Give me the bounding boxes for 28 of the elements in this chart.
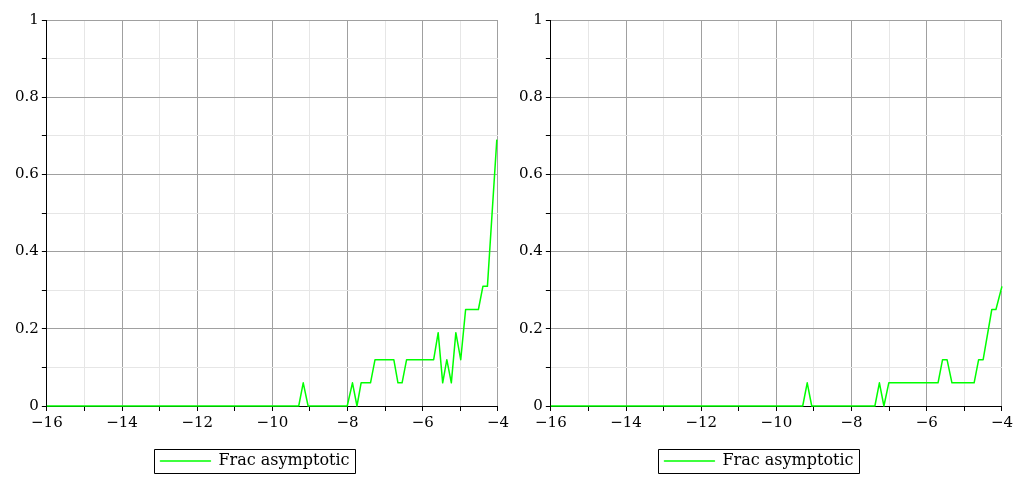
y-tick-label: 1 [29, 9, 39, 28]
x-tick-label: −14 [106, 412, 138, 431]
y-tick-label: 0.2 [15, 318, 39, 337]
x-tick-label: −14 [610, 412, 642, 431]
x-tick-label: −4 [486, 412, 510, 431]
y-tick-label: 0.2 [519, 318, 543, 337]
x-tick-label: −10 [760, 412, 793, 431]
y-tick-label: 0 [533, 395, 543, 414]
y-tick-label: 1 [533, 9, 543, 28]
x-tick-label: −4 [990, 412, 1014, 431]
y-tick-label: 0.6 [519, 164, 543, 183]
y-tick-label: 0.8 [15, 87, 39, 106]
x-tick-label: −8 [336, 412, 359, 431]
x-tick-label: −6 [411, 412, 434, 431]
x-tick-label: −16 [535, 412, 567, 431]
x-tick-label: −8 [840, 412, 863, 431]
x-tick-label: −12 [685, 412, 718, 431]
x-tick-label: −6 [915, 412, 938, 431]
y-tick-label: 0 [29, 395, 39, 414]
y-tick-label: 0.8 [519, 87, 543, 106]
x-tick-label: −10 [256, 412, 289, 431]
y-tick-label: 0.4 [15, 241, 39, 260]
y-tick-label: 0.6 [15, 164, 39, 183]
y-tick-label: 0.4 [519, 241, 543, 260]
legend-label: Frac asymptotic [722, 450, 854, 470]
x-tick-label: −16 [31, 412, 63, 431]
x-tick-label: −12 [181, 412, 214, 431]
legend-label: Frac asymptotic [218, 450, 350, 470]
